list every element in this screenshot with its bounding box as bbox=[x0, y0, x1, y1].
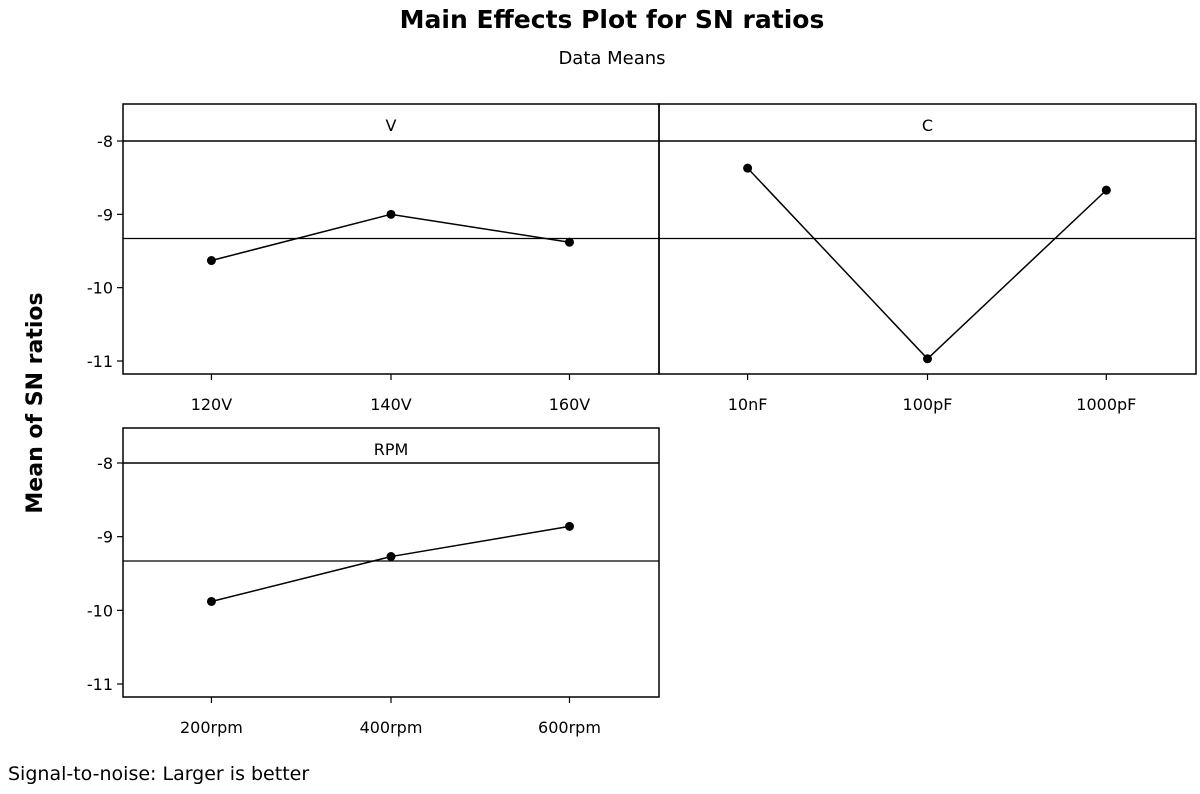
panel-title: V bbox=[386, 116, 397, 135]
x-tick-label: 200rpm bbox=[180, 718, 243, 737]
x-tick-label: 600rpm bbox=[538, 718, 601, 737]
data-point bbox=[1101, 185, 1111, 195]
y-tick-label: -10 bbox=[87, 279, 113, 298]
y-tick-label: -10 bbox=[87, 601, 113, 620]
data-point bbox=[564, 237, 574, 247]
data-point bbox=[386, 209, 396, 219]
x-tick-label: 100pF bbox=[903, 395, 953, 414]
y-tick-label: -8 bbox=[97, 454, 113, 473]
y-tick-label: -11 bbox=[87, 675, 113, 694]
y-axis-label: Mean of SN ratios bbox=[23, 292, 48, 513]
panel-frame bbox=[122, 427, 660, 698]
data-point bbox=[564, 521, 574, 531]
y-tick-label: -9 bbox=[97, 205, 113, 224]
panel-title: C bbox=[922, 116, 933, 135]
chart-title: Main Effects Plot for SN ratios bbox=[400, 5, 825, 34]
x-tick-label: 140V bbox=[370, 395, 412, 414]
panel-rpm: RPM -8 -9 -10 -11 200rpm 400rpm 600rpm bbox=[87, 427, 660, 737]
panel-c: C 10nF 100pF 1000pF bbox=[658, 103, 1197, 414]
data-point bbox=[206, 256, 216, 266]
y-tick-label: -9 bbox=[97, 528, 113, 547]
chart-footnote: Signal-to-noise: Larger is better bbox=[8, 763, 309, 785]
x-tick-label: 10nF bbox=[728, 395, 768, 414]
data-point bbox=[206, 596, 216, 606]
x-tick-label: 160V bbox=[549, 395, 591, 414]
series-line-rpm bbox=[211, 525, 570, 603]
panels-group: V -8 -9 -10 -11 120V 140V 160V C 10nF 100pF 1000pF R… bbox=[87, 103, 1197, 737]
x-tick-label: 120V bbox=[191, 395, 233, 414]
series-line-c bbox=[747, 167, 1107, 360]
series-line-v bbox=[211, 213, 570, 262]
chart-subtitle: Data Means bbox=[558, 48, 665, 69]
x-tick-label: 1000pF bbox=[1076, 395, 1136, 414]
data-point bbox=[386, 552, 396, 562]
y-tick-label: -8 bbox=[97, 132, 113, 151]
panel-title: RPM bbox=[374, 440, 409, 459]
y-tick-label: -11 bbox=[87, 352, 113, 371]
x-tick-label: 400rpm bbox=[360, 718, 423, 737]
data-point bbox=[743, 163, 753, 173]
data-point bbox=[923, 354, 932, 364]
panel-v: V -8 -9 -10 -11 120V 140V 160V bbox=[87, 103, 660, 414]
